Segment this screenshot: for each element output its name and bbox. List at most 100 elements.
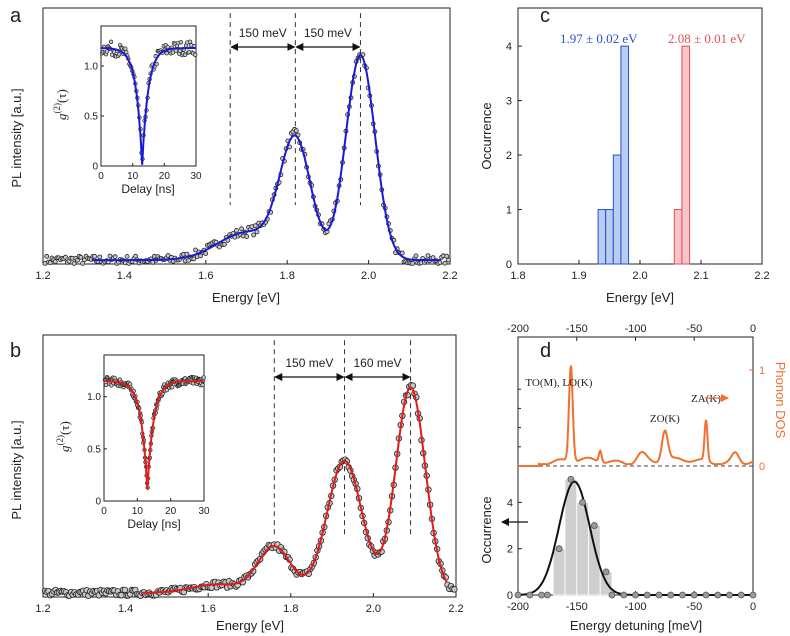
x-tick-label: 1.8	[283, 603, 298, 615]
inset-point	[108, 39, 114, 44]
data-point	[442, 260, 448, 266]
inset-y-tick-label: 1.0	[87, 392, 101, 403]
inset-point	[127, 381, 133, 387]
x-tick-label: 0	[750, 601, 756, 613]
inset-y-tick-label: 1.0	[84, 62, 98, 73]
inset-b: 0 10 20 30 0 0.5 1.0 Delay [ns] g(2)(τ)	[55, 354, 210, 531]
x-tick-label: 1.8	[510, 270, 525, 282]
data-point	[78, 254, 84, 260]
x-axis-label-c: Energy [eV]	[606, 290, 674, 305]
panel-a: a 1.2 1.4 1.6 1.8 2.0 2.2 150 meV 150 meV Ener…	[9, 5, 458, 305]
inset-x-tick-label: 30	[198, 506, 210, 517]
data-point	[71, 260, 77, 266]
phonon-dos-curve	[518, 365, 754, 467]
energy-spacing-label: 160 meV	[354, 356, 402, 370]
x-tick-label: -200	[507, 601, 529, 613]
data-point	[133, 253, 139, 259]
data-point	[184, 251, 190, 257]
inset-ticks-a: 0 10 20 30 0 0.5 1.0	[84, 62, 202, 183]
panel-label-d: d	[540, 340, 551, 362]
energy-spacing-label: 150 meV	[239, 26, 287, 40]
x-axis-label-a: Energy [eV]	[212, 290, 280, 305]
histogram-bar	[612, 154, 622, 265]
inset-x-tick-label: 20	[159, 171, 171, 182]
inset-y-label-b: g(2)(τ)	[55, 421, 72, 452]
inset-point	[187, 39, 193, 44]
histogram-point	[590, 522, 598, 529]
right-y-tick-label: 0	[759, 461, 765, 473]
data-point	[193, 247, 198, 253]
top-x-tick-label: 0	[750, 323, 756, 335]
x-tick-label: 1.8	[280, 270, 295, 282]
histogram-point	[702, 591, 710, 599]
data-point	[118, 592, 125, 599]
x-tick-label: 2.2	[448, 603, 463, 615]
x-tick-label: 1.2	[35, 270, 50, 282]
x-tick-label: 1.9	[571, 270, 586, 282]
inset-point	[200, 382, 205, 388]
data-point	[252, 223, 258, 229]
fit-curve-b	[142, 386, 448, 594]
histogram-point	[679, 591, 686, 599]
x-tick-label: 2.1	[693, 270, 708, 282]
panel-d: d -200 -150 -100 -50 0-200 -150 -100 -50 002401 …	[479, 323, 788, 633]
y-axis-label-b: PL intensity [a.u.]	[9, 420, 24, 519]
inset-fit-a	[101, 47, 196, 165]
data-point	[203, 251, 209, 256]
phonon-mode-label: ZA(K)	[691, 393, 721, 405]
inset-y-tick-label: 0.5	[87, 444, 101, 455]
inset-point	[201, 375, 206, 380]
x-tick-label: 2.0	[361, 270, 376, 282]
histogram-point	[667, 591, 675, 599]
data-point	[208, 584, 215, 591]
top-x-tick-label: -150	[566, 323, 588, 335]
data-point	[63, 254, 68, 260]
annotations-b: 150 meV 160 meV	[274, 356, 411, 381]
data-point	[97, 254, 103, 260]
energy-spacing-label: 150 meV	[285, 356, 333, 370]
data-point	[44, 253, 50, 259]
inset-point	[170, 50, 176, 55]
data-point	[410, 260, 416, 266]
data-point	[234, 227, 239, 233]
panel-b: b 1.2 1.4 1.6 1.8 2.0 2.2 150 meV 160 meV Ener…	[9, 334, 464, 633]
histogram-point	[579, 499, 587, 506]
histogram-bar	[681, 45, 691, 265]
histogram-bars-c	[597, 45, 691, 265]
y-tick-label: 2	[506, 150, 512, 162]
data-point	[124, 253, 130, 259]
data-point	[399, 250, 405, 256]
inset-point	[117, 52, 122, 57]
data-point	[425, 253, 431, 259]
inset-x-tick-label: 10	[132, 506, 144, 517]
y-tick-label: 3	[506, 96, 512, 108]
x-ticks-b: 1.2 1.4 1.6 1.8 2.0 2.2	[35, 593, 464, 615]
inset-x-label-a: Delay [ns]	[121, 182, 174, 196]
x-tick-label: 1.4	[118, 603, 133, 615]
x-tick-label: 2.0	[366, 603, 381, 615]
y-tick-label: 1	[506, 205, 512, 217]
inset-y-label-a: g(2)(τ)	[52, 89, 69, 120]
histogram-point	[526, 591, 534, 599]
data-point	[293, 128, 299, 134]
phonon-mode-label: TO(M), LO(K)	[525, 377, 592, 389]
y-axis-label-a: PL intensity [a.u.]	[9, 88, 24, 187]
x-tick-label: 1.6	[198, 270, 213, 282]
x-tick-label: -50	[686, 601, 702, 613]
inset-x-tick-label: 0	[98, 171, 104, 182]
histogram-point	[543, 591, 551, 599]
x-tick-label: 1.4	[117, 270, 132, 282]
energy-spacing-label: 150 meV	[304, 26, 352, 40]
histogram-bar	[605, 209, 614, 265]
inset-point	[178, 40, 184, 45]
x-tick-label: 1.2	[35, 603, 50, 615]
inset-x-tick-label: 30	[190, 171, 202, 182]
data-point	[47, 260, 53, 266]
data-point	[121, 586, 129, 594]
dashed-lines-b	[273, 340, 412, 537]
histogram-point	[632, 591, 639, 599]
histogram-point	[602, 568, 610, 576]
histogram-point	[726, 591, 733, 599]
